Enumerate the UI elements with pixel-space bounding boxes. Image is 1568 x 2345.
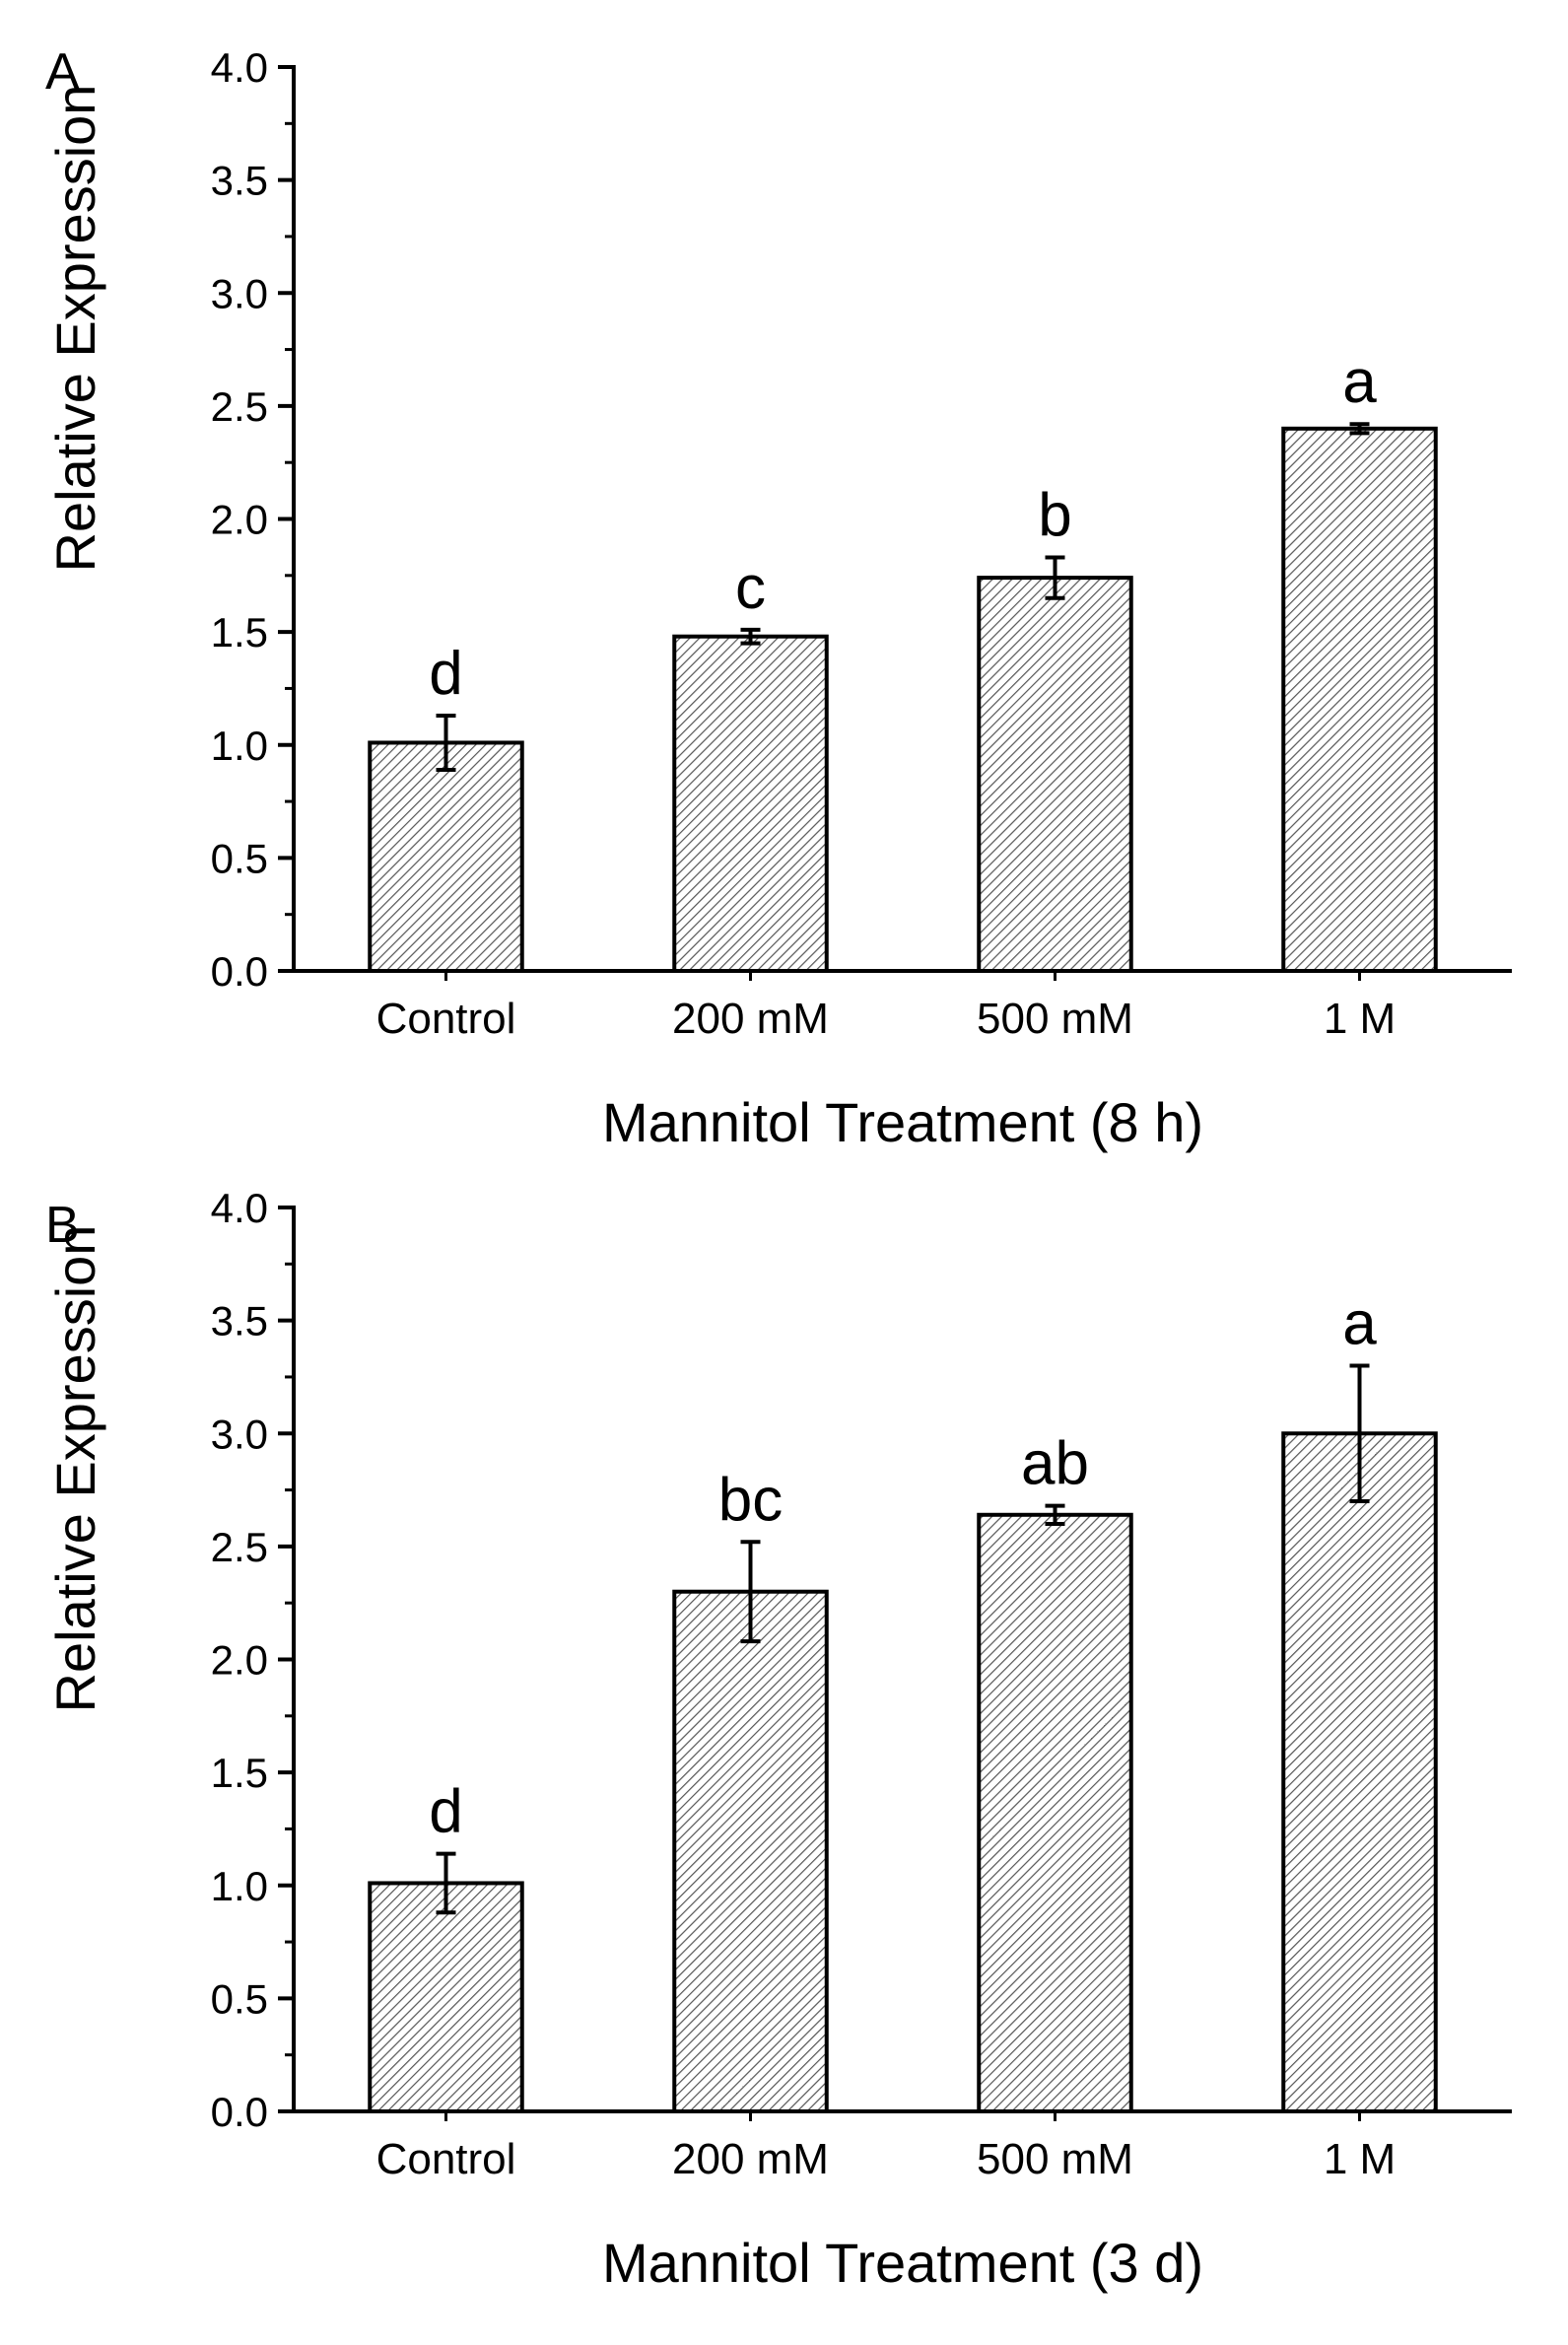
bar bbox=[977, 1512, 1133, 2113]
y-tick-label: 3.0 bbox=[211, 1411, 268, 1457]
x-tick-label: 500 mM bbox=[977, 2135, 1133, 2183]
x-tick-label: 200 mM bbox=[672, 995, 829, 1043]
x-tick-label: Control bbox=[376, 995, 516, 1043]
x-axis-label: Mannitol Treatment (3 d) bbox=[602, 2232, 1203, 2294]
y-tick-label: 2.5 bbox=[211, 1524, 268, 1570]
significance-letter: ab bbox=[1021, 1430, 1089, 1498]
y-tick-label: 1.0 bbox=[211, 723, 268, 769]
significance-letter: c bbox=[735, 554, 766, 622]
y-tick-label: 0.5 bbox=[211, 1975, 268, 2022]
y-axis-label: Relative Expression bbox=[44, 1225, 106, 1713]
y-ticks: 0.0 0.5 1.0 1.5 2.0 2.5 3.0 3.5 4.0 bbox=[211, 1185, 1361, 2135]
bar bbox=[1281, 426, 1438, 973]
y-tick-label: 3.5 bbox=[211, 1298, 268, 1345]
y-tick-label: 0.5 bbox=[211, 835, 268, 881]
axes bbox=[292, 65, 1512, 973]
y-tick-label: 2.0 bbox=[211, 1637, 268, 1684]
bar bbox=[977, 576, 1133, 973]
chart-panel-b: B Relative Expression Mannitol Treatment… bbox=[44, 1185, 1512, 2294]
panel-label: B bbox=[45, 1197, 80, 1254]
x-tick-label: 200 mM bbox=[672, 2135, 829, 2183]
y-tick-label: 4.0 bbox=[211, 1185, 268, 1231]
y-tick-label: 3.0 bbox=[211, 270, 268, 316]
x-tick-label: 1 M bbox=[1324, 2135, 1396, 2183]
axes bbox=[292, 1206, 1512, 2113]
significance-letter: d bbox=[429, 640, 462, 708]
chart-panel-a: A Relative Expression Mannitol Treatment… bbox=[44, 43, 1512, 1153]
y-tick-label: 2.0 bbox=[211, 497, 268, 543]
bar bbox=[1281, 1431, 1438, 2113]
significance-letter: b bbox=[1038, 481, 1071, 549]
y-tick-label: 1.5 bbox=[211, 609, 268, 655]
y-axis-label: Relative Expression bbox=[44, 85, 106, 573]
x-tick-label: Control bbox=[376, 2135, 516, 2183]
bar bbox=[368, 740, 524, 974]
bars: d Control bc 200 mM ab 500 mM a 1 M bbox=[368, 1289, 1438, 2183]
y-tick-label: 3.5 bbox=[211, 158, 268, 204]
y-tick-label: 1.5 bbox=[211, 1750, 268, 1796]
x-axis-label: Mannitol Treatment (8 h) bbox=[602, 1091, 1203, 1153]
y-ticks: 0.0 0.5 1.0 1.5 2.0 2.5 3.0 3.5 4.0 bbox=[211, 44, 1361, 995]
significance-letter: d bbox=[429, 1778, 462, 1846]
x-tick-label: 1 M bbox=[1324, 995, 1396, 1043]
bar bbox=[672, 634, 829, 974]
x-tick-label: 500 mM bbox=[977, 995, 1133, 1043]
panel-label: A bbox=[45, 43, 80, 101]
y-tick-label: 0.0 bbox=[211, 2089, 268, 2135]
y-tick-label: 0.0 bbox=[211, 948, 268, 995]
significance-letter: a bbox=[1342, 1289, 1377, 1357]
bars: d Control c 200 mM b 500 mM a 1 M bbox=[368, 348, 1438, 1043]
significance-letter: a bbox=[1342, 348, 1377, 416]
y-tick-label: 2.5 bbox=[211, 383, 268, 430]
y-tick-label: 1.0 bbox=[211, 1863, 268, 1909]
bar bbox=[368, 1881, 524, 2114]
bar bbox=[672, 1589, 829, 2113]
significance-letter: bc bbox=[718, 1466, 783, 1534]
y-tick-label: 4.0 bbox=[211, 44, 268, 91]
